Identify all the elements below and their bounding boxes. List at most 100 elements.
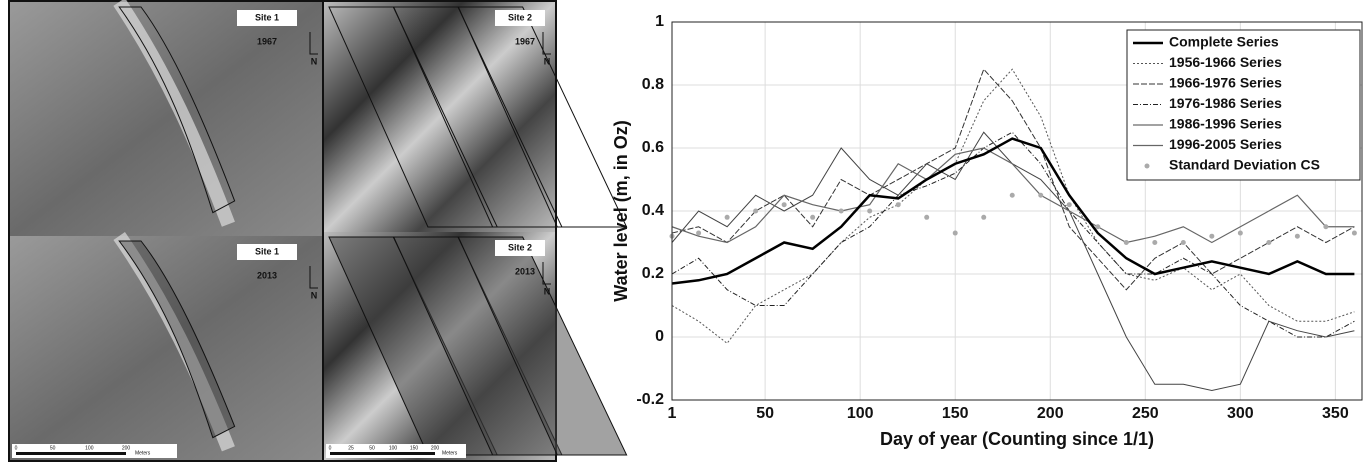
- north-label: N: [544, 56, 551, 66]
- data-point: [753, 208, 759, 214]
- site-label: Site 1: [255, 246, 279, 256]
- year-label: 1967: [515, 36, 535, 46]
- outline: [457, 6, 628, 228]
- north-arrow: [309, 266, 318, 289]
- site-label: Site 2: [508, 242, 532, 252]
- x-tick-label: 150: [942, 405, 969, 422]
- scale-label: 200: [431, 445, 440, 451]
- data-point: [1266, 240, 1272, 245]
- year-label: 2013: [515, 266, 535, 276]
- legend-label: Complete Series: [1169, 34, 1279, 50]
- series-line: [671, 68, 1355, 345]
- data-point: [867, 208, 873, 214]
- data-point: [1123, 240, 1129, 245]
- outline: [118, 240, 236, 439]
- y-tick-label: -0.2: [636, 391, 664, 408]
- data-point: [1066, 202, 1072, 208]
- y-tick-label: 0.4: [642, 202, 664, 219]
- legend-label: 1986-1996 Series: [1169, 116, 1282, 132]
- y-tick-label: 0.8: [642, 76, 664, 93]
- data-point: [981, 214, 987, 220]
- scale-label: 50: [50, 445, 56, 451]
- label-box: [495, 10, 545, 26]
- scale-label: 200: [122, 445, 131, 451]
- data-point: [1237, 230, 1243, 236]
- aerial-image: [324, 2, 555, 232]
- y-tick-label: 0: [655, 328, 664, 345]
- x-tick-label: 200: [1037, 405, 1064, 422]
- scale-unit: Meters: [135, 450, 151, 456]
- north-label: N: [544, 286, 551, 296]
- scale-label: 25: [348, 445, 354, 451]
- data-point: [1294, 233, 1300, 239]
- y-axis-label: Water level (m, in Oz): [611, 120, 631, 301]
- data-point: [1209, 233, 1215, 239]
- series-line: [671, 68, 1355, 291]
- scale-bar: [16, 452, 126, 455]
- data-point: [724, 214, 730, 220]
- y-tick-label: 1: [655, 13, 664, 30]
- site-label: Site 1: [255, 12, 279, 22]
- aerial-image: [10, 236, 322, 460]
- label-box: [495, 240, 545, 256]
- series-line: [671, 147, 1355, 244]
- series-line: [671, 131, 1355, 338]
- data-point: [1351, 230, 1357, 236]
- scale-label: 100: [85, 445, 94, 451]
- plot-border: [671, 21, 1363, 401]
- x-tick-label: 1: [668, 405, 677, 422]
- north-arrow: [542, 262, 551, 285]
- shoreline: [113, 232, 235, 452]
- x-axis-label: Day of year (Counting since 1/1): [880, 429, 1154, 449]
- north-arrow: [309, 32, 318, 55]
- y-tick-label: 0.6: [642, 139, 664, 156]
- label-box: [237, 10, 297, 26]
- legend-label: 1966-1976 Series: [1169, 75, 1282, 91]
- scale-unit: Meters: [442, 450, 458, 456]
- legend-marker: [1144, 163, 1150, 169]
- data-point: [952, 230, 958, 236]
- data-point: [838, 208, 844, 214]
- data-point: [1323, 224, 1329, 230]
- north-label: N: [311, 56, 318, 66]
- scale-label: 0: [15, 445, 18, 451]
- scale-label: 150: [410, 445, 419, 451]
- legend-label: 1996-2005 Series: [1169, 136, 1282, 152]
- y-tick-label: 0.2: [642, 265, 664, 282]
- x-tick-label: 300: [1227, 405, 1254, 422]
- x-tick-label: 250: [1132, 405, 1159, 422]
- x-tick-label: 100: [847, 405, 874, 422]
- data-point: [1038, 192, 1044, 198]
- data-point: [810, 214, 816, 220]
- outline: [118, 6, 236, 214]
- scale-bar: [330, 452, 435, 455]
- data-point: [1152, 240, 1158, 245]
- data-point: [781, 202, 787, 208]
- series-line: [671, 137, 1355, 285]
- data-point: [1009, 192, 1015, 198]
- shoreline: [113, 0, 235, 227]
- label-box: [237, 244, 297, 260]
- outline: [457, 236, 628, 456]
- site-label: Site 2: [508, 12, 532, 22]
- data-point: [1095, 224, 1101, 230]
- data-point: [924, 214, 930, 220]
- x-tick-label: 50: [756, 405, 774, 422]
- north-label: N: [311, 290, 318, 300]
- legend-label: 1976-1986 Series: [1169, 95, 1282, 111]
- year-label: 2013: [257, 270, 277, 280]
- scale-label: 100: [389, 445, 398, 451]
- legend-box: [1126, 29, 1361, 181]
- data-point: [1180, 240, 1186, 245]
- north-arrow: [542, 32, 551, 55]
- scale-label: 0: [329, 445, 332, 451]
- scale-label: 50: [369, 445, 375, 451]
- year-label: 1967: [257, 36, 277, 46]
- data-point: [696, 230, 702, 236]
- scale-box: [12, 444, 177, 458]
- legend-label: Standard Deviation CS: [1169, 157, 1320, 173]
- aerial-image: [10, 2, 322, 236]
- legend-label: 1956-1966 Series: [1169, 54, 1282, 70]
